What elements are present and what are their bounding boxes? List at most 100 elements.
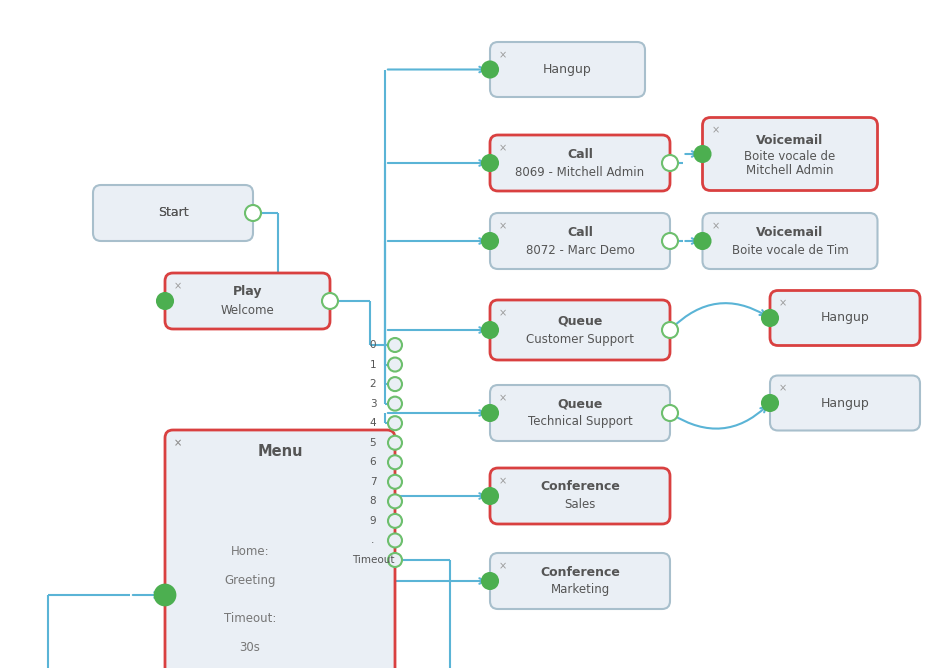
Text: ×: × bbox=[499, 221, 507, 231]
Circle shape bbox=[388, 553, 402, 567]
Text: 3: 3 bbox=[369, 399, 376, 409]
Circle shape bbox=[388, 514, 402, 528]
FancyBboxPatch shape bbox=[770, 375, 920, 430]
Text: Customer Support: Customer Support bbox=[526, 333, 634, 345]
FancyBboxPatch shape bbox=[490, 300, 670, 360]
Text: 4: 4 bbox=[369, 418, 376, 428]
Text: Call: Call bbox=[567, 148, 593, 160]
Text: Hangup: Hangup bbox=[821, 397, 870, 409]
Text: 5: 5 bbox=[369, 438, 376, 448]
Text: ×: × bbox=[174, 438, 182, 448]
Text: Timeout:: Timeout: bbox=[224, 612, 276, 625]
Text: ×: × bbox=[499, 143, 507, 153]
Text: Mitchell Admin: Mitchell Admin bbox=[746, 164, 834, 176]
Text: ×: × bbox=[499, 476, 507, 486]
Circle shape bbox=[245, 205, 261, 221]
Text: Timeout: Timeout bbox=[352, 555, 395, 565]
Text: Call: Call bbox=[567, 226, 593, 238]
Text: ×: × bbox=[712, 126, 719, 136]
Circle shape bbox=[762, 395, 778, 411]
Text: Start: Start bbox=[158, 206, 188, 220]
Text: Queue: Queue bbox=[557, 397, 603, 411]
Text: Hangup: Hangup bbox=[821, 311, 870, 325]
FancyBboxPatch shape bbox=[165, 430, 395, 668]
FancyBboxPatch shape bbox=[490, 385, 670, 441]
Circle shape bbox=[762, 310, 778, 326]
Text: Play: Play bbox=[232, 285, 262, 299]
Circle shape bbox=[388, 357, 402, 371]
Circle shape bbox=[155, 585, 175, 605]
Text: ×: × bbox=[779, 299, 787, 309]
FancyBboxPatch shape bbox=[490, 135, 670, 191]
Text: 8069 - Mitchell Admin: 8069 - Mitchell Admin bbox=[515, 166, 645, 178]
Text: 9: 9 bbox=[369, 516, 376, 526]
Circle shape bbox=[694, 233, 711, 249]
Text: Conference: Conference bbox=[540, 480, 620, 494]
Circle shape bbox=[388, 456, 402, 470]
Circle shape bbox=[662, 405, 678, 421]
Text: Sales: Sales bbox=[564, 498, 595, 512]
FancyBboxPatch shape bbox=[165, 273, 330, 329]
Circle shape bbox=[388, 338, 402, 352]
Circle shape bbox=[388, 416, 402, 430]
Text: ×: × bbox=[499, 561, 507, 571]
Circle shape bbox=[482, 405, 498, 421]
Circle shape bbox=[388, 397, 402, 411]
FancyBboxPatch shape bbox=[490, 213, 670, 269]
Text: Start: Start bbox=[158, 206, 188, 220]
Circle shape bbox=[662, 233, 678, 249]
Text: Boite vocale de: Boite vocale de bbox=[745, 150, 836, 162]
Text: ×: × bbox=[712, 221, 719, 231]
Text: ×: × bbox=[779, 383, 787, 393]
Circle shape bbox=[482, 573, 498, 589]
Text: ×: × bbox=[174, 281, 182, 291]
Text: Boite vocale de Tim: Boite vocale de Tim bbox=[731, 244, 848, 257]
Text: ×: × bbox=[499, 308, 507, 318]
Circle shape bbox=[482, 322, 498, 338]
Text: 8: 8 bbox=[369, 496, 376, 506]
Circle shape bbox=[482, 488, 498, 504]
Text: 30s: 30s bbox=[240, 641, 260, 654]
Circle shape bbox=[482, 155, 498, 171]
Text: ×: × bbox=[499, 50, 507, 60]
Text: 2: 2 bbox=[369, 379, 376, 389]
FancyBboxPatch shape bbox=[490, 468, 670, 524]
Text: 6: 6 bbox=[369, 458, 376, 468]
Text: 7: 7 bbox=[369, 477, 376, 487]
Circle shape bbox=[662, 322, 678, 338]
Text: .: . bbox=[371, 536, 375, 546]
Circle shape bbox=[388, 475, 402, 489]
Text: Home:: Home: bbox=[230, 545, 270, 558]
Text: Voicemail: Voicemail bbox=[757, 226, 824, 238]
FancyBboxPatch shape bbox=[770, 291, 920, 345]
Circle shape bbox=[388, 534, 402, 548]
FancyBboxPatch shape bbox=[93, 185, 253, 241]
Text: 1: 1 bbox=[369, 359, 376, 369]
Circle shape bbox=[482, 61, 498, 77]
Circle shape bbox=[388, 436, 402, 450]
Text: 0: 0 bbox=[369, 340, 376, 350]
FancyBboxPatch shape bbox=[703, 213, 878, 269]
Text: Greeting: Greeting bbox=[224, 574, 276, 587]
Text: ×: × bbox=[499, 393, 507, 403]
Text: 8072 - Marc Demo: 8072 - Marc Demo bbox=[525, 244, 634, 257]
Text: Menu: Menu bbox=[258, 444, 302, 460]
FancyBboxPatch shape bbox=[703, 118, 878, 190]
Circle shape bbox=[694, 146, 711, 162]
Circle shape bbox=[388, 494, 402, 508]
Circle shape bbox=[662, 155, 678, 171]
Text: Queue: Queue bbox=[557, 315, 603, 327]
FancyBboxPatch shape bbox=[490, 553, 670, 609]
Circle shape bbox=[322, 293, 338, 309]
Text: Voicemail: Voicemail bbox=[757, 134, 824, 146]
FancyBboxPatch shape bbox=[490, 42, 645, 97]
Circle shape bbox=[157, 293, 173, 309]
Text: Technical Support: Technical Support bbox=[528, 415, 633, 428]
Text: ×: × bbox=[174, 438, 182, 448]
Circle shape bbox=[388, 377, 402, 391]
Text: Marketing: Marketing bbox=[550, 584, 609, 597]
Text: Welcome: Welcome bbox=[220, 303, 274, 317]
Text: Conference: Conference bbox=[540, 566, 620, 578]
Text: Hangup: Hangup bbox=[543, 63, 592, 76]
Circle shape bbox=[482, 233, 498, 249]
